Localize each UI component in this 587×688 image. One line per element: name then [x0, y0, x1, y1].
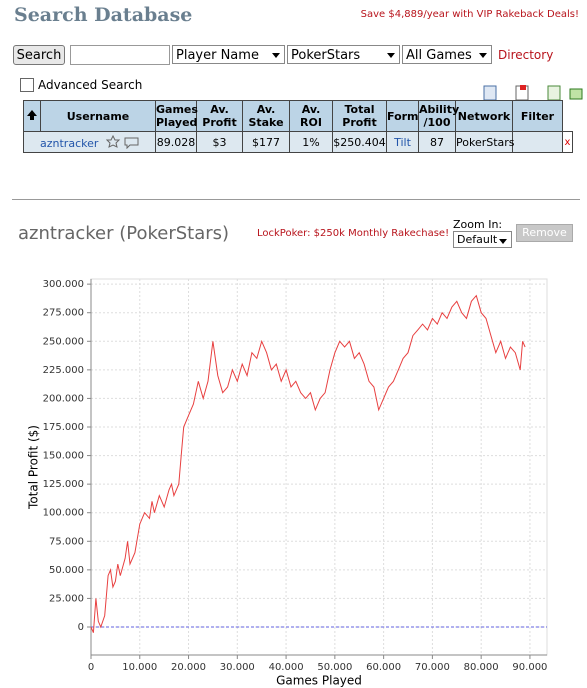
user-link[interactable]: azntracker: [40, 136, 99, 150]
remove-button[interactable]: Remove: [516, 224, 573, 242]
cell: $3: [196, 131, 243, 153]
y-tick-label: 225.000: [43, 365, 84, 376]
x-tick-label: 40.000: [269, 662, 304, 673]
field-select[interactable]: Player Name: [172, 45, 285, 64]
results-table: Username Games Played Av. Profit Av. Stake A…: [23, 100, 573, 153]
player-name: azntracker (PokerStars): [18, 223, 230, 244]
x-tick-label: 50.000: [317, 662, 352, 673]
toolbar-icons: [483, 85, 583, 101]
y-tick-label: 200.000: [43, 393, 84, 404]
col-header[interactable]: Av. ROI: [289, 100, 333, 132]
network-select[interactable]: PokerStars: [287, 45, 400, 64]
notes-icon[interactable]: [124, 137, 139, 149]
checkbox-label: Advanced Search: [38, 78, 143, 92]
x-tick-label: 80.000: [464, 662, 499, 673]
sort-header[interactable]: [23, 100, 41, 132]
divider: [12, 199, 580, 200]
search-input[interactable]: [70, 45, 170, 65]
x-tick-label: 0: [88, 662, 94, 673]
y-axis-label: Total Profit ($): [27, 425, 41, 510]
y-tick-label: 75.000: [49, 536, 84, 547]
page-title: Search Database: [14, 4, 193, 26]
promo-link[interactable]: LockPoker: $250k Monthly Rakechase!: [257, 228, 450, 239]
icon[interactable]: [483, 85, 497, 101]
y-tick-label: 100.000: [43, 508, 84, 519]
checkbox[interactable]: [20, 78, 34, 92]
cell: [512, 131, 563, 153]
col-header[interactable]: Form: [386, 100, 419, 132]
x-tick-label: 60.000: [366, 662, 401, 673]
icon[interactable]: [547, 85, 561, 101]
y-tick-label: 300.000: [43, 279, 84, 290]
col-header[interactable]: Filter: [512, 100, 563, 132]
col-header[interactable]: Games Played: [155, 100, 198, 132]
y-tick-label: 150.000: [43, 451, 84, 462]
x-tick-label: 20.000: [171, 662, 206, 673]
col-header[interactable]: Total Profit: [332, 100, 387, 132]
y-tick-label: 275.000: [43, 308, 84, 319]
y-tick-label: 0: [78, 622, 84, 633]
cell: 1%: [289, 131, 333, 153]
icon: [520, 85, 526, 90]
remove-x[interactable]: x: [562, 131, 573, 153]
col-header[interactable]: Network: [455, 100, 513, 132]
zoom-select[interactable]: Default: [453, 231, 512, 248]
blank: [562, 100, 573, 132]
x-tick-label: 70.000: [415, 662, 450, 673]
cell: $250.404: [332, 131, 387, 153]
col-header[interactable]: Av. Profit: [196, 100, 243, 132]
y-tick-label: 175.000: [43, 422, 84, 433]
search-button[interactable]: Search: [13, 45, 65, 65]
icon[interactable]: [569, 88, 583, 100]
y-tick-label: 50.000: [49, 565, 84, 576]
chart: 0 25.000 50.000 75.000 100.000 125.000 150.000…: [27, 278, 548, 688]
x-tick-label: 10.000: [122, 662, 157, 673]
promo-link[interactable]: Save $4,889/year with VIP Rakeback Deals…: [360, 9, 579, 20]
y-tick-label: 25.000: [49, 593, 84, 604]
directory-link[interactable]: Directory: [498, 48, 554, 62]
cell: $177: [242, 131, 290, 153]
cell: PokerStars: [455, 131, 515, 153]
cell: 87: [418, 131, 456, 153]
y-tick-label: 125.000: [43, 479, 84, 490]
x-tick-label: 90.000: [512, 662, 547, 673]
col-header[interactable]: Ability /100: [418, 100, 459, 132]
col-header[interactable]: Av. Stake: [242, 100, 290, 132]
x-tick-label: 30.000: [220, 662, 255, 673]
x-axis-label: Games Played: [276, 674, 362, 688]
games-select[interactable]: All Games: [402, 45, 492, 64]
zoom-label: Zoom In:: [453, 218, 503, 231]
y-tick-label: 250.000: [43, 336, 84, 347]
user-icons: [105, 134, 139, 149]
profit-line: [90, 294, 526, 633]
cell: 89.028: [155, 131, 197, 153]
user-cell: azntracker: [23, 131, 156, 153]
form-link[interactable]: Tilt: [386, 131, 419, 153]
col-header[interactable]: Username: [40, 100, 156, 132]
star-icon[interactable]: [105, 134, 121, 148]
